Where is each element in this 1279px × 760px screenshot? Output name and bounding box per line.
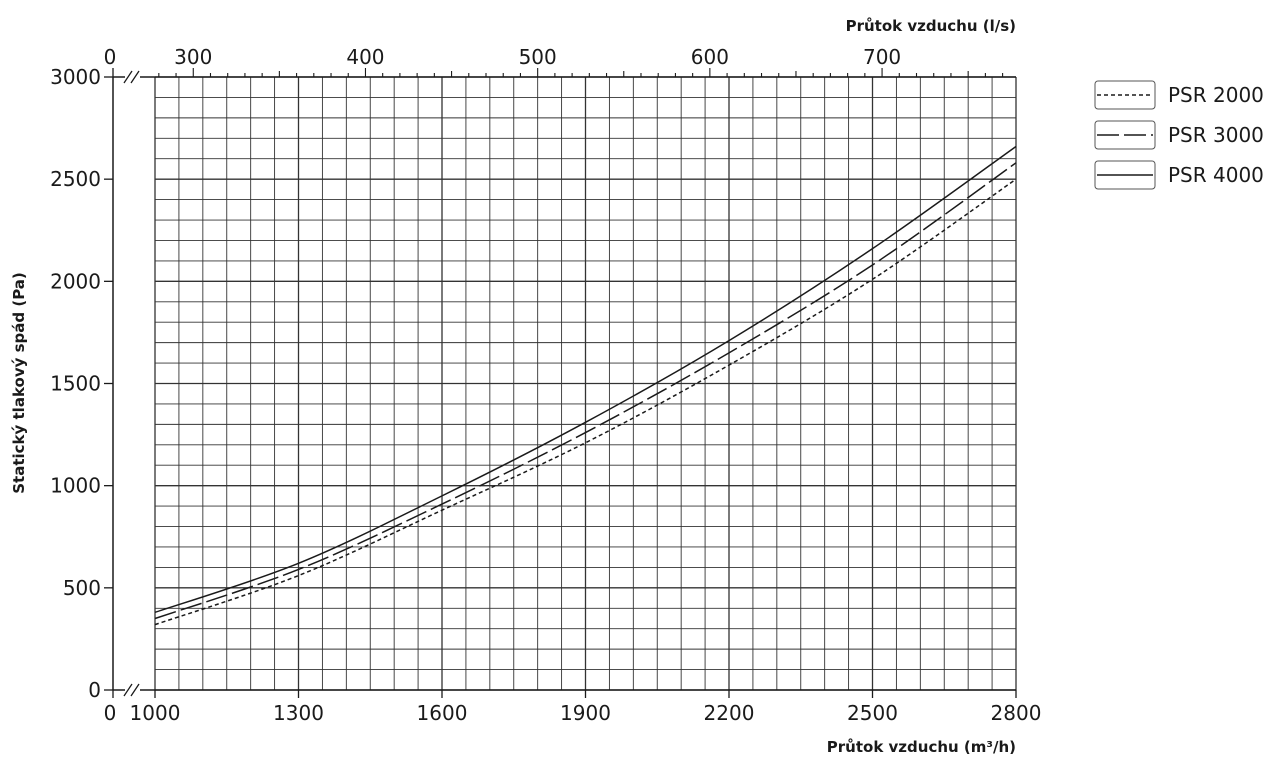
x2-tick-label: 400 — [346, 45, 384, 69]
y-tick-label: 2500 — [50, 167, 101, 191]
x2-tick-label: 600 — [691, 45, 729, 69]
x-axis-title: Průtok vzduchu (m³/h) — [827, 738, 1016, 756]
legend-label: PSR 2000 — [1168, 83, 1264, 107]
legend-label: PSR 4000 — [1168, 163, 1264, 187]
y-tick-label: 1500 — [50, 372, 101, 396]
x-tick-label: 2500 — [847, 701, 898, 725]
legend-label: PSR 3000 — [1168, 123, 1264, 147]
x-tick-label: 1300 — [273, 701, 324, 725]
x2-tick-label: 500 — [519, 45, 557, 69]
y-tick-label: 3000 — [50, 65, 101, 89]
y-tick-label: 0 — [88, 678, 101, 702]
x-axis-break-mark — [123, 683, 140, 697]
series-line-psr-3000 — [154, 162, 1017, 620]
x-tick-label: 1600 — [417, 701, 468, 725]
x-tick-label: 0 — [104, 701, 117, 725]
series-line-psr-4000 — [154, 145, 1017, 614]
grid — [154, 76, 1017, 691]
y-tick-label: 1000 — [50, 474, 101, 498]
x2-tick-label: 0 — [104, 45, 117, 69]
x2-axis-break-mark — [123, 70, 140, 84]
y-tick-label: 2000 — [50, 269, 101, 293]
x-tick-label: 1900 — [560, 701, 611, 725]
y-tick-label: 500 — [63, 576, 101, 600]
series-lines — [154, 145, 1017, 626]
x2-tick-label: 300 — [174, 45, 212, 69]
x2-tick-label: 700 — [863, 45, 901, 69]
x-tick-label: 2800 — [991, 701, 1042, 725]
x2-axis-title: Průtok vzduchu (l/s) — [846, 17, 1016, 35]
y-axis-title: Statický tlakový spád (Pa) — [10, 272, 28, 494]
x-tick-label: 2200 — [704, 701, 755, 725]
legend: PSR 2000 PSR 3000 PSR 4000 — [1094, 80, 1264, 190]
x-tick-label: 1000 — [130, 701, 181, 725]
series-line-psr-2000 — [154, 178, 1017, 626]
